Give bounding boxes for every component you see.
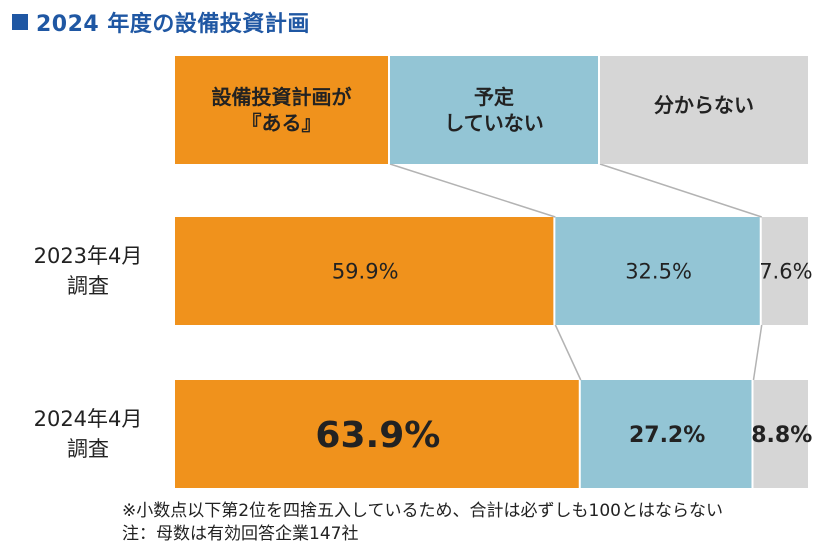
- legend-label-line2: 『ある』: [242, 111, 322, 135]
- category-label-line2: 調査: [67, 437, 109, 461]
- legend-block: [390, 56, 598, 164]
- title-text: 2024 年度の設備投資計画: [36, 12, 310, 37]
- footnotes: ※小数点以下第2位を四捨五入しているため、合計は必ずしも100とはならない 注：…: [122, 500, 723, 546]
- bar-segment: [753, 380, 808, 488]
- legend-label-line1: 予定: [474, 85, 514, 109]
- legend-label-line1: 設備投資計画が: [212, 85, 352, 109]
- footnote-rounding: ※小数点以下第2位を四捨五入しているため、合計は必ずしも100とはならない: [122, 501, 723, 521]
- data-label: 8.8%: [751, 423, 812, 448]
- legend-label-line2: していない: [444, 111, 543, 135]
- data-label: 7.6%: [759, 260, 812, 284]
- title-square-icon: [12, 14, 28, 30]
- data-label: 32.5%: [625, 260, 692, 284]
- connector-line: [752, 324, 763, 381]
- data-label: 63.9%: [315, 415, 440, 456]
- category-label-line2: 調査: [67, 274, 109, 298]
- bar-segment: [761, 217, 808, 325]
- legend-block: [175, 56, 388, 164]
- footnote-sample: 注：母数は有効回答企業147社: [122, 524, 359, 544]
- data-label: 59.9%: [332, 260, 399, 284]
- chart-title: 2024 年度の設備投資計画: [12, 6, 310, 38]
- bar-segment: [175, 380, 579, 488]
- category-label-line1: 2024年4月: [34, 407, 143, 431]
- connector-line: [599, 163, 762, 218]
- connector-line: [554, 324, 582, 381]
- bar-segment: [555, 217, 760, 325]
- connector-line: [389, 163, 556, 218]
- bar-segment: [175, 217, 554, 325]
- category-label-line1: 2023年4月: [34, 244, 143, 268]
- data-label: 27.2%: [629, 423, 705, 448]
- legend-label: 分からない: [654, 93, 754, 117]
- legend-block: [600, 56, 808, 164]
- bar-segment: [580, 380, 752, 488]
